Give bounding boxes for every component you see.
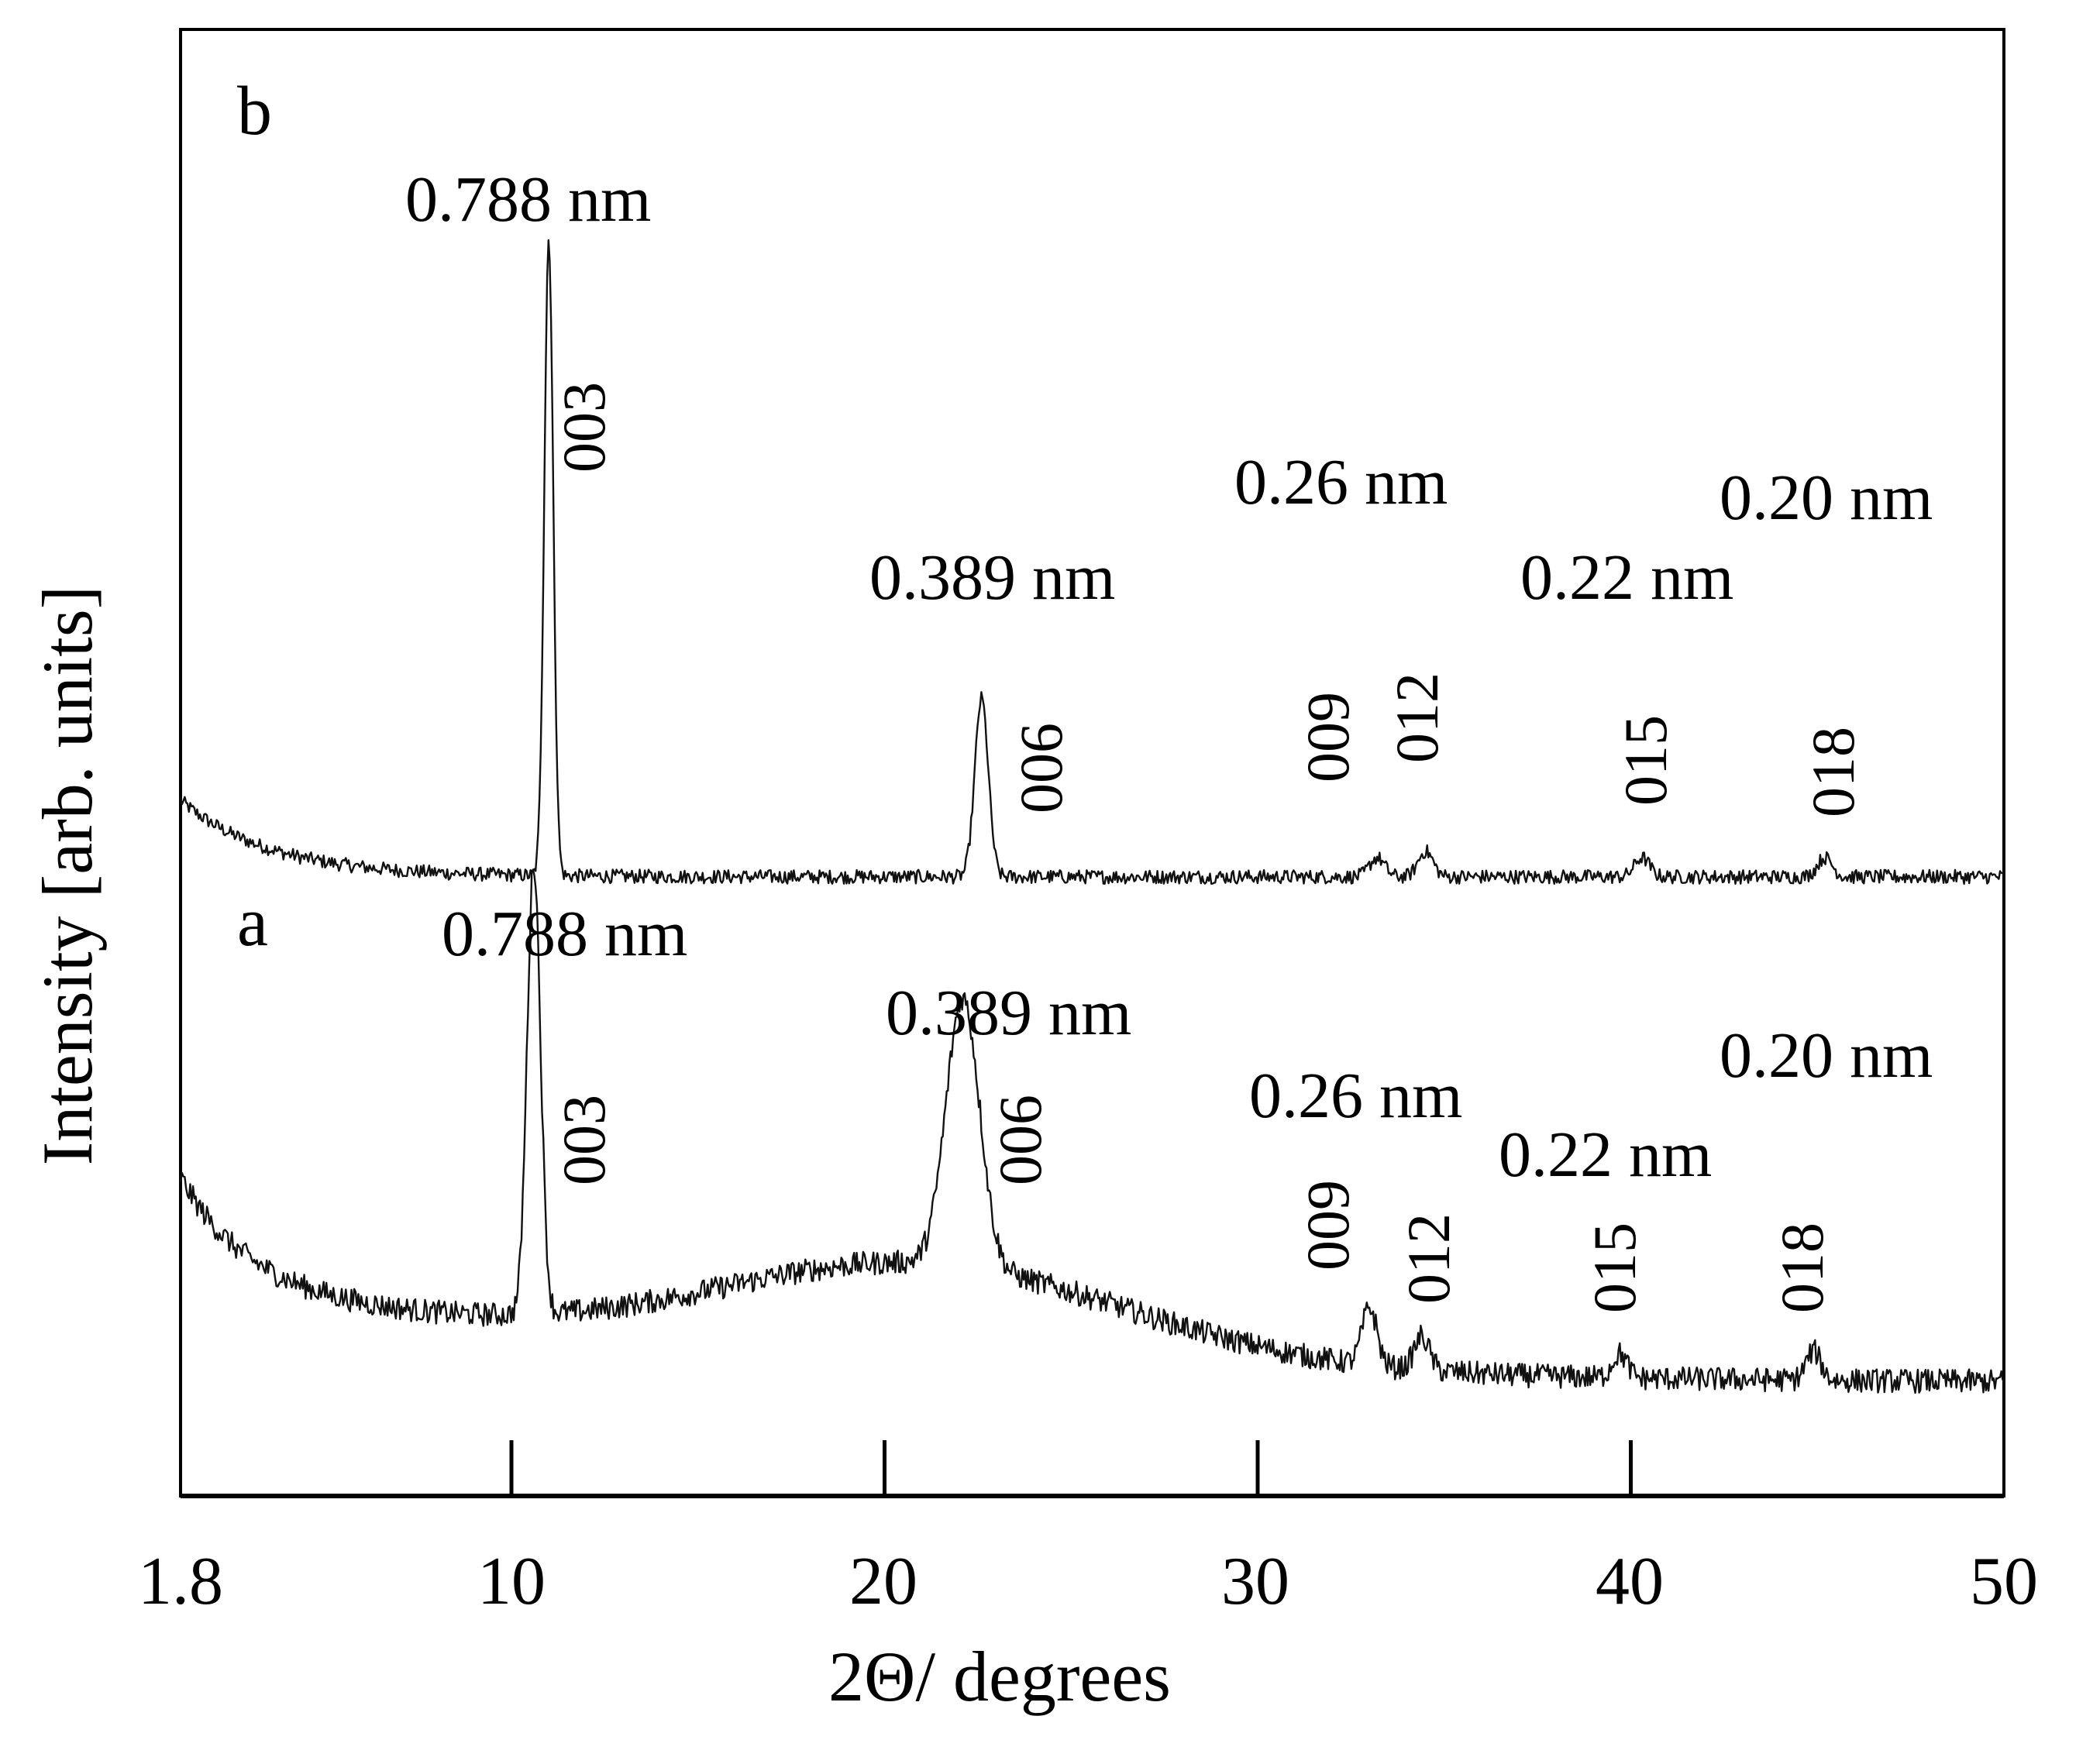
hkl-a-009: 009 xyxy=(1294,1180,1362,1271)
x-tick-label-40: 40 xyxy=(1596,1544,1664,1619)
d-label-a-018: 0.20 nm xyxy=(1720,1020,1933,1092)
x-tick-label-50: 50 xyxy=(1970,1544,2038,1619)
hkl-b-015: 015 xyxy=(1612,715,1679,806)
d-label-a-009: 0.26 nm xyxy=(1249,1060,1462,1132)
d-label-b-009: 0.26 nm xyxy=(1234,446,1448,518)
d-label-b-015: 0.22 nm xyxy=(1520,542,1733,614)
series-a-line xyxy=(179,868,2005,1394)
d-label-a-015: 0.22 nm xyxy=(1499,1119,1712,1191)
x-tick-label-10: 10 xyxy=(477,1544,546,1619)
hkl-a-018: 018 xyxy=(1768,1222,1836,1313)
x-tick-labels: 1.8 10 20 30 40 50 xyxy=(138,1544,2038,1619)
d-label-a-006: 0.389 nm xyxy=(886,977,1131,1049)
hkl-b-006: 006 xyxy=(1007,723,1075,813)
hkl-a-003: 003 xyxy=(550,1095,618,1185)
x-tick-marks xyxy=(509,1440,1633,1496)
y-axis-title: Intensity [arb. units] xyxy=(28,586,107,1166)
x-tick-label-1.8: 1.8 xyxy=(138,1544,223,1619)
x-axis-title: 2Θ/ degrees xyxy=(828,1637,1171,1716)
panel-label-a: a xyxy=(237,884,268,961)
hkl-b-009: 009 xyxy=(1294,692,1362,782)
hkl-b-012: 012 xyxy=(1383,672,1451,763)
panel-label-b: b xyxy=(237,73,272,150)
hkl-a-012: 012 xyxy=(1395,1213,1462,1304)
plot-frame xyxy=(179,28,2005,1498)
hkl-a-015: 015 xyxy=(1581,1222,1648,1313)
d-label-a-003: 0.788 nm xyxy=(442,898,687,970)
x-tick-label-30: 30 xyxy=(1221,1544,1289,1619)
series-b-line xyxy=(179,239,2005,885)
d-label-b-018: 0.20 nm xyxy=(1720,462,1933,534)
hkl-a-006: 006 xyxy=(986,1095,1054,1185)
d-label-b-006: 0.389 nm xyxy=(869,542,1115,614)
x-tick-label-20: 20 xyxy=(849,1544,917,1619)
hkl-b-003: 003 xyxy=(550,382,618,473)
hkl-b-018: 018 xyxy=(1799,727,1867,817)
d-label-b-003: 0.788 nm xyxy=(405,163,651,236)
